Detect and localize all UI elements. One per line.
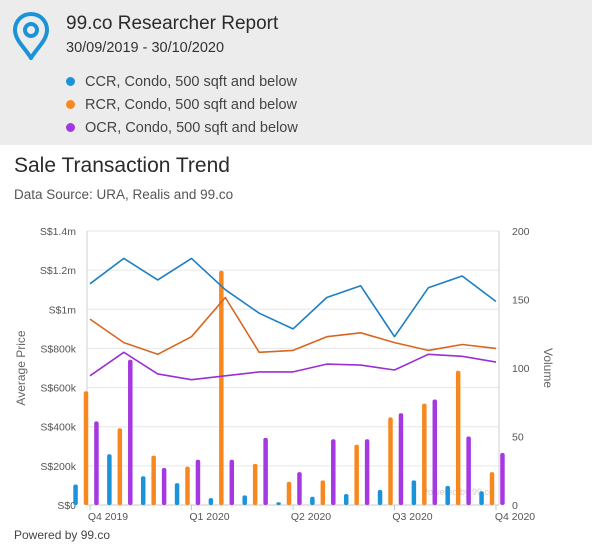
volume-bar (343, 494, 349, 505)
x-tick-label: Q4 2019 (88, 511, 128, 523)
right-tick-label: 150 (512, 295, 530, 307)
x-tick-label: Q2 2020 (291, 511, 331, 523)
legend-dot-ocr (66, 123, 75, 132)
volume-bar (489, 472, 495, 505)
legend-item-ocr[interactable]: OCR, Condo, 500 sqft and below (66, 116, 298, 139)
right-tick-label: 50 (512, 432, 524, 444)
left-tick-label: S$200k (40, 461, 76, 473)
volume-bar (174, 483, 180, 505)
volume-bar (151, 455, 156, 505)
volume-bar (107, 454, 112, 505)
volume-bar (377, 489, 383, 505)
legend-item-ccr[interactable]: CCR, Condo, 500 sqft and below (66, 70, 298, 93)
volume-bar (479, 491, 484, 505)
price-line (89, 296, 497, 356)
volume-bar (276, 502, 281, 505)
legend-item-rcr[interactable]: RCR, Condo, 500 sqft and below (66, 93, 298, 116)
volume-bar (388, 417, 393, 505)
x-tick-label: Q4 2020 (495, 511, 535, 523)
report-header: 99.co Researcher Report 30/09/2019 - 30/… (0, 0, 592, 145)
volume-bar (263, 437, 268, 505)
legend-label-ocr: OCR, Condo, 500 sqft and below (85, 119, 298, 136)
volume-bar (286, 481, 292, 505)
volume-bar (83, 391, 89, 505)
location-pin-logo-icon (13, 12, 49, 60)
powered-by-footer: Powered by 99.co (14, 528, 111, 542)
right-tick-label: 200 (512, 226, 530, 238)
left-axis-title: Average Price (14, 330, 28, 405)
volume-bar (364, 439, 370, 505)
x-tick-label: Q1 2020 (189, 511, 229, 523)
date-range: 30/09/2019 - 30/10/2020 (66, 40, 225, 56)
volume-bar (455, 370, 461, 505)
volume-bar (117, 428, 123, 505)
legend-dot-ccr (66, 77, 75, 86)
sale-transaction-chart: S$0 S$200k S$400k S$600k S$800k S$1m S$1.2m S$1… (14, 226, 555, 523)
volume-bar (242, 495, 247, 505)
legend-label-ccr: CCR, Condo, 500 sqft and below (85, 73, 297, 90)
price-line (89, 257, 497, 338)
volume-bar (331, 439, 336, 505)
right-tick-label: 0 (512, 500, 518, 512)
volume-bar (140, 476, 146, 505)
volume-bar (229, 459, 235, 505)
legend-label-rcr: RCR, Condo, 500 sqft and below (85, 96, 297, 113)
x-tick-label: Q3 2020 (392, 511, 432, 523)
volume-bar (252, 463, 258, 505)
volume-bar (354, 444, 359, 505)
left-tick-label: S$0 (57, 500, 76, 512)
volume-bar (422, 403, 427, 505)
right-tick-label: 100 (512, 363, 530, 375)
volume-bar (94, 421, 99, 505)
volume-bar (297, 472, 302, 505)
volume-bar (195, 459, 201, 505)
volume-bar (500, 452, 505, 505)
volume-bar (411, 480, 417, 505)
chart-title: Sale Transaction Trend (14, 154, 230, 177)
left-tick-label: S$1.4m (40, 226, 76, 238)
legend: CCR, Condo, 500 sqft and below RCR, Cond… (66, 70, 298, 139)
right-axis-title: Volume (541, 348, 555, 388)
volume-bar (128, 359, 133, 505)
left-tick-label: S$800k (40, 343, 76, 355)
price-line (89, 351, 497, 381)
left-tick-label: S$1m (49, 304, 77, 316)
volume-bar (432, 399, 438, 505)
volume-bar (185, 466, 190, 505)
volume-bar (320, 480, 326, 505)
volume-bar (208, 498, 214, 505)
report-title: 99.co Researcher Report (66, 13, 279, 34)
data-source: Data Source: URA, Realis and 99.co (14, 187, 234, 202)
left-tick-label: S$1.2m (40, 265, 76, 277)
left-tick-label: S$600k (40, 383, 76, 395)
volume-bar (161, 468, 167, 505)
volume-bar (398, 413, 404, 505)
left-tick-label: S$400k (40, 422, 76, 434)
volume-bar (466, 436, 471, 505)
volume-bar (219, 270, 224, 505)
volume-bar (73, 484, 78, 505)
volume-bar (310, 496, 315, 505)
volume-bar (445, 485, 450, 505)
legend-dot-rcr (66, 100, 75, 109)
